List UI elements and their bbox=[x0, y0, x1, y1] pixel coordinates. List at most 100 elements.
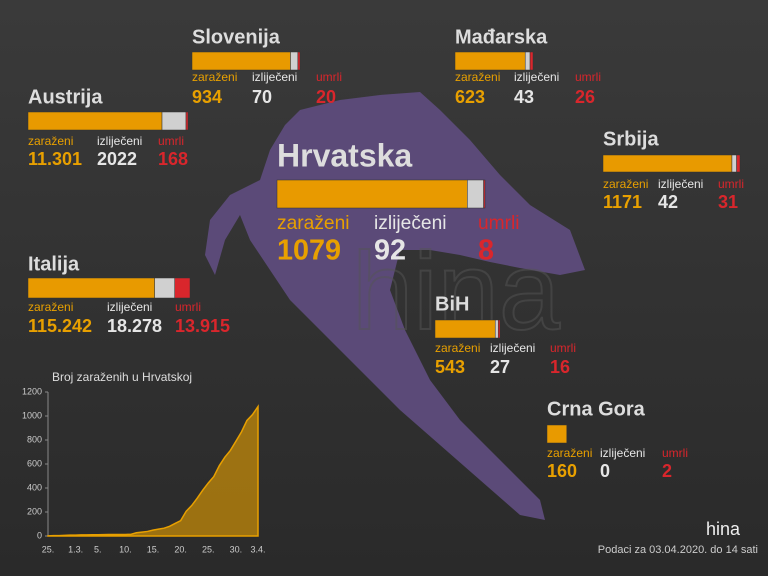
x-tick-label: 25. bbox=[202, 544, 215, 554]
stat-label: zaraženi bbox=[547, 446, 592, 460]
stat-label: zaraženi bbox=[28, 134, 73, 148]
stat-label: izliječeni bbox=[107, 300, 152, 314]
x-tick-label: 15. bbox=[147, 544, 160, 554]
bar-segment bbox=[602, 154, 733, 173]
stat-label: umrli bbox=[478, 213, 520, 234]
y-tick-label: 200 bbox=[27, 506, 42, 516]
stat-value: 1079 bbox=[277, 235, 341, 267]
stat-value: 16 bbox=[550, 357, 570, 377]
bar-segment bbox=[174, 277, 191, 299]
bar-segment bbox=[524, 51, 531, 71]
y-tick-label: 1000 bbox=[22, 410, 42, 420]
bar-segment bbox=[27, 111, 163, 131]
x-tick-label: 25. bbox=[42, 544, 55, 554]
stat-label: umrli bbox=[718, 177, 744, 191]
stat-value: 26 bbox=[575, 87, 595, 107]
bar-segment bbox=[546, 424, 568, 444]
stat-label: izliječeni bbox=[374, 213, 447, 234]
bar-segment bbox=[529, 51, 534, 71]
stat-value: 168 bbox=[158, 149, 188, 169]
stat-label: izliječeni bbox=[514, 70, 559, 84]
x-tick-label: 20. bbox=[174, 544, 187, 554]
bar-segment bbox=[290, 51, 299, 71]
bar-segment bbox=[297, 51, 301, 71]
stat-label: umrli bbox=[662, 446, 688, 460]
country-name: Mađarska bbox=[455, 26, 548, 48]
stat-value: 0 bbox=[600, 461, 610, 481]
stat-value: 934 bbox=[192, 87, 222, 107]
country-name: BiH bbox=[435, 293, 469, 315]
stat-value: 42 bbox=[658, 192, 678, 212]
bar-segment bbox=[467, 179, 484, 209]
stat-label: zaraženi bbox=[435, 341, 480, 355]
logo: hina bbox=[706, 519, 741, 539]
x-tick-label: 30. bbox=[230, 544, 243, 554]
stat-value: 43 bbox=[514, 87, 534, 107]
stat-label: izliječeni bbox=[600, 446, 645, 460]
country-name: Italija bbox=[28, 253, 80, 275]
stat-label: zaraženi bbox=[192, 70, 237, 84]
y-tick-label: 800 bbox=[27, 434, 42, 444]
stat-label: umrli bbox=[550, 341, 576, 355]
country-name: Crna Gora bbox=[547, 398, 646, 420]
bar-segment bbox=[483, 179, 486, 209]
stat-label: izliječeni bbox=[252, 70, 297, 84]
stat-value: 1171 bbox=[603, 192, 642, 212]
stat-label: izliječeni bbox=[490, 341, 535, 355]
stat-value: 8 bbox=[478, 235, 494, 267]
bar-segment bbox=[154, 277, 175, 299]
bar-segment bbox=[185, 111, 189, 131]
stat-label: umrli bbox=[175, 300, 201, 314]
stat-value: 2022 bbox=[97, 149, 137, 169]
stat-value: 13.915 bbox=[175, 316, 230, 336]
bar-segment bbox=[161, 111, 187, 131]
chart-title: Broj zaraženih u Hrvatskoj bbox=[52, 370, 192, 384]
stat-value: 27 bbox=[490, 357, 510, 377]
y-tick-label: 0 bbox=[37, 530, 42, 540]
stat-value: 20 bbox=[316, 87, 336, 107]
footer: Podaci za 03.04.2020. do 14 sati bbox=[598, 544, 758, 556]
stat-label: umrli bbox=[575, 70, 601, 84]
bar-segment bbox=[731, 154, 737, 173]
stat-label: izliječeni bbox=[97, 134, 142, 148]
bar-segment bbox=[191, 51, 291, 71]
stat-label: izliječeni bbox=[658, 177, 703, 191]
bar-segment bbox=[454, 51, 526, 71]
stat-value: 160 bbox=[547, 461, 577, 481]
bar-segment bbox=[434, 319, 496, 339]
y-tick-label: 1200 bbox=[22, 386, 42, 396]
stat-label: umrli bbox=[158, 134, 184, 148]
bar-segment bbox=[27, 277, 155, 299]
stat-value: 2 bbox=[662, 461, 672, 481]
stat-value: 92 bbox=[374, 235, 406, 267]
bar-segment bbox=[276, 179, 468, 209]
stat-value: 18.278 bbox=[107, 316, 162, 336]
bar-segment bbox=[736, 154, 741, 173]
stat-label: zaraženi bbox=[277, 213, 350, 234]
stat-value: 543 bbox=[435, 357, 465, 377]
stat-label: umrli bbox=[316, 70, 342, 84]
stat-value: 31 bbox=[718, 192, 738, 212]
stat-value: 623 bbox=[455, 87, 485, 107]
stat-label: zaraženi bbox=[28, 300, 73, 314]
country-name: Slovenija bbox=[192, 26, 281, 48]
stat-value: 70 bbox=[252, 87, 272, 107]
x-tick-label: 5. bbox=[94, 544, 102, 554]
x-tick-label: 10. bbox=[119, 544, 132, 554]
y-tick-label: 600 bbox=[27, 458, 42, 468]
stat-label: zaraženi bbox=[603, 177, 648, 191]
country-name: Srbija bbox=[603, 128, 659, 150]
country-name: Hrvatska bbox=[277, 137, 412, 173]
bar-segment bbox=[494, 319, 499, 339]
stat-label: zaraženi bbox=[455, 70, 500, 84]
area bbox=[47, 404, 259, 537]
country-name: Austrija bbox=[28, 86, 103, 108]
x-tick-label: 1.3. bbox=[68, 544, 83, 554]
x-tick-label: 3.4. bbox=[250, 544, 265, 554]
stat-value: 11.301 bbox=[28, 149, 82, 169]
bar-segment bbox=[497, 319, 501, 339]
stat-value: 115.242 bbox=[28, 316, 92, 336]
y-tick-label: 400 bbox=[27, 482, 42, 492]
